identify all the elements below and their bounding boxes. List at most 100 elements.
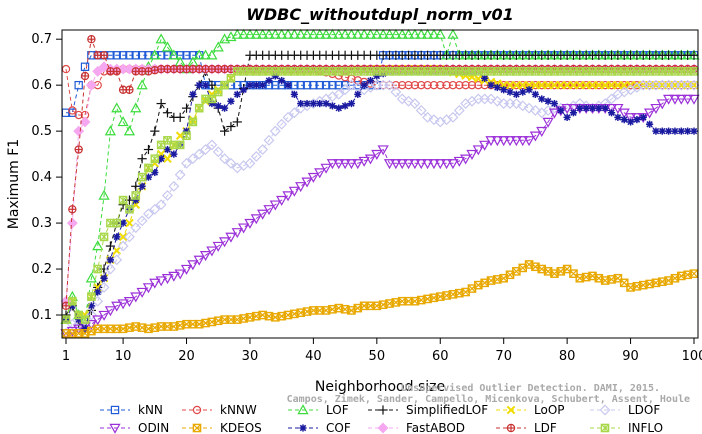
data-point [213,87,223,97]
data-point [93,264,103,274]
data-point [518,80,528,90]
data-point [538,95,546,103]
legend-item-ldf: LDF [496,421,557,434]
data-point [467,80,477,90]
data-point [149,278,161,289]
data-point [271,72,279,80]
data-point [607,109,616,117]
data-point [453,156,465,167]
legend-item-lof: LOF [288,403,349,417]
legend-item-fastabod: FastABOD [368,421,465,434]
data-point [278,76,286,85]
data-point [409,159,421,170]
data-point [485,136,497,147]
legend-label: LOF [326,403,349,417]
data-point [201,81,210,89]
data-point [297,99,305,108]
data-point [195,81,203,89]
data-point [656,99,668,110]
data-point [123,297,136,308]
data-point [428,28,440,39]
data-point [193,148,205,160]
data-point [354,90,362,98]
data-point [246,81,254,89]
data-point [162,190,173,201]
data-point [225,157,237,169]
data-point [244,218,256,229]
data-point [231,28,243,39]
series-line [65,98,694,334]
data-point [206,246,218,257]
data-point [136,215,148,227]
data-point [333,88,345,100]
legend-item-knn: kNN [100,403,163,417]
data-point [240,86,248,94]
data-point [257,209,269,220]
data-point [155,199,167,211]
data-point [99,51,109,60]
data-point [161,41,174,52]
data-point [118,195,128,205]
watermark-line-1: Unsupervised Outlier Detection. DAMI, 20… [401,382,660,394]
data-point [440,159,453,170]
data-point [193,49,205,60]
data-point [74,110,83,120]
data-point [138,182,146,190]
data-point [296,80,305,90]
data-point [500,86,508,94]
data-point [682,94,694,105]
series-inflo [61,67,699,324]
data-point [600,80,610,90]
data-point [85,272,97,283]
data-point [111,254,123,266]
data-point [455,80,464,90]
data-point [569,109,578,117]
data-point [364,154,377,165]
legend-label: LDF [534,421,557,434]
x-tick-label: 80 [559,349,576,364]
data-point [193,255,205,266]
x-tick-label: 70 [495,349,512,364]
data-point [182,51,191,60]
data-point [309,80,318,90]
data-point [619,80,629,90]
data-point [149,203,161,215]
data-point [85,309,97,321]
data-point [125,51,134,60]
data-point [460,154,472,165]
data-point [98,189,110,200]
data-point [677,127,685,135]
data-point [447,111,459,123]
data-point [295,28,307,39]
data-point [624,113,637,124]
data-point [237,28,250,39]
data-point [371,149,383,160]
data-point [360,81,368,89]
series-line [65,70,694,330]
data-point [117,240,129,252]
data-point [505,80,515,90]
legend-label: kNNW [220,403,257,417]
data-point [271,80,280,90]
data-point [250,150,262,162]
data-point [582,104,590,112]
data-point [155,33,167,44]
data-point [613,80,623,90]
data-point [288,107,300,119]
data-point [105,241,116,251]
data-point [74,80,83,90]
data-point [219,153,231,165]
data-point [447,159,459,170]
data-point [244,28,256,39]
data-point [341,102,349,110]
data-point [506,88,514,96]
data-point [80,71,90,81]
data-point [79,116,91,128]
data-point [259,81,267,89]
data-point [212,41,224,52]
series-line [65,37,694,306]
data-point [487,81,495,89]
data-point [200,144,212,155]
data-point [301,177,313,188]
x-tick-label: 40 [305,349,322,364]
